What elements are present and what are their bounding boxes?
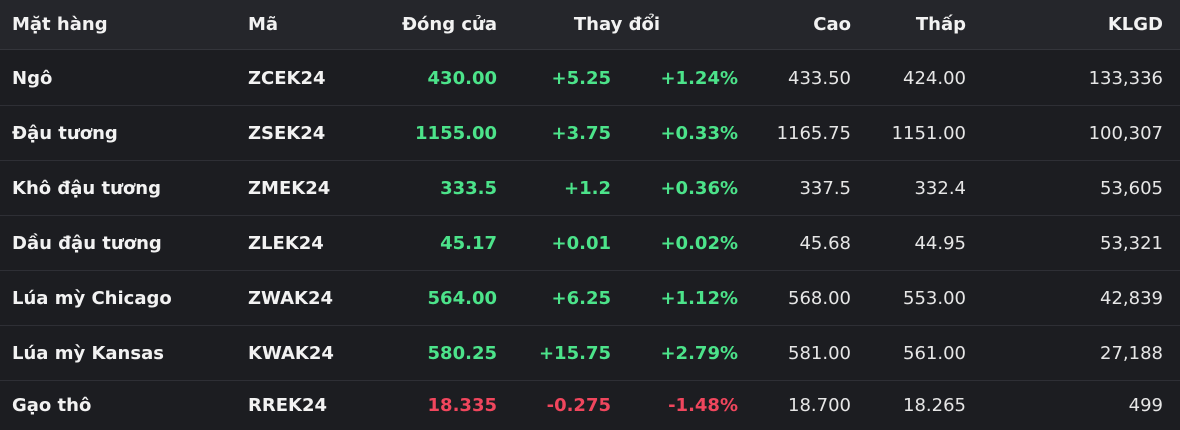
price-change: +5.25 — [551, 67, 612, 89]
high-price: 45.68 — [799, 232, 851, 254]
header-change[interactable]: Thay đổi — [573, 14, 660, 35]
table-row[interactable]: Dầu đậu tương ZLEK24 45.17 +0.01 +0.02% … — [0, 216, 1180, 271]
trade-volume: 42,839 — [1100, 287, 1163, 309]
percent-change: +1.12% — [660, 287, 738, 309]
low-price: 18.265 — [903, 395, 966, 416]
table-row[interactable]: Ngô ZCEK24 430.00 +5.25 +1.24% 433.50 42… — [0, 51, 1180, 106]
close-price: 45.17 — [440, 232, 497, 254]
low-price: 561.00 — [903, 342, 966, 364]
table-row[interactable]: Khô đậu tương ZMEK24 333.5 +1.2 +0.36% 3… — [0, 161, 1180, 216]
price-change: -0.275 — [546, 395, 611, 416]
trade-volume: 53,605 — [1100, 177, 1163, 199]
close-price: 430.00 — [427, 67, 497, 89]
commodity-name: Dầu đậu tương — [12, 232, 162, 254]
header-commodity[interactable]: Mặt hàng — [12, 14, 108, 35]
table-row[interactable]: Lúa mỳ Chicago ZWAK24 564.00 +6.25 +1.12… — [0, 271, 1180, 326]
percent-change: +2.79% — [660, 342, 738, 364]
high-price: 581.00 — [788, 342, 851, 364]
high-price: 337.5 — [799, 177, 851, 199]
low-price: 1151.00 — [891, 122, 966, 144]
header-high[interactable]: Cao — [813, 14, 851, 35]
percent-change: -1.48% — [668, 395, 738, 416]
commodity-name: Ngô — [12, 67, 53, 89]
commodity-code: ZCEK24 — [248, 67, 326, 89]
commodity-code: ZLEK24 — [248, 232, 324, 254]
commodity-name: Lúa mỳ Kansas — [12, 342, 164, 364]
header-volume[interactable]: KLGD — [1107, 14, 1163, 35]
commodity-name: Gạo thô — [12, 395, 92, 416]
price-change: +0.01 — [551, 232, 612, 254]
table-row[interactable]: Đậu tương ZSEK24 1155.00 +3.75 +0.33% 11… — [0, 106, 1180, 161]
close-price: 564.00 — [427, 287, 497, 309]
percent-change: +1.24% — [660, 67, 738, 89]
commodity-name: Lúa mỳ Chicago — [12, 287, 172, 309]
high-price: 433.50 — [788, 67, 851, 89]
percent-change: +0.02% — [660, 232, 738, 254]
trade-volume: 53,321 — [1100, 232, 1163, 254]
commodity-code: ZMEK24 — [248, 177, 331, 199]
trade-volume: 133,336 — [1088, 67, 1163, 89]
percent-change: +0.33% — [660, 122, 738, 144]
commodity-name: Khô đậu tương — [12, 177, 161, 199]
high-price: 18.700 — [788, 395, 851, 416]
price-change: +1.2 — [564, 177, 611, 199]
table-row[interactable]: Gạo thô RREK24 18.335 -0.275 -1.48% 18.7… — [0, 381, 1180, 430]
close-price: 18.335 — [427, 395, 497, 416]
close-price: 333.5 — [440, 177, 497, 199]
percent-change: +0.36% — [660, 177, 738, 199]
high-price: 568.00 — [788, 287, 851, 309]
header-low[interactable]: Thấp — [915, 14, 966, 35]
low-price: 424.00 — [903, 67, 966, 89]
commodity-code: RREK24 — [248, 395, 328, 416]
table-row[interactable]: Lúa mỳ Kansas KWAK24 580.25 +15.75 +2.79… — [0, 326, 1180, 381]
price-change: +15.75 — [538, 342, 611, 364]
high-price: 1165.75 — [776, 122, 851, 144]
header-close[interactable]: Đóng cửa — [401, 14, 497, 35]
commodity-code: KWAK24 — [248, 342, 334, 364]
header-code[interactable]: Mã — [248, 14, 279, 35]
commodity-code: ZSEK24 — [248, 122, 326, 144]
price-change: +6.25 — [551, 287, 612, 309]
close-price: 1155.00 — [415, 122, 497, 144]
price-change: +3.75 — [551, 122, 612, 144]
commodity-name: Đậu tương — [12, 122, 118, 144]
close-price: 580.25 — [427, 342, 497, 364]
commodity-code: ZWAK24 — [248, 287, 334, 309]
low-price: 332.4 — [914, 177, 966, 199]
low-price: 44.95 — [914, 232, 966, 254]
table-header: Mặt hàng Mã Đóng cửa Thay đổi Cao Thấp K… — [0, 0, 1180, 50]
trade-volume: 100,307 — [1088, 122, 1163, 144]
trade-volume: 499 — [1128, 395, 1163, 416]
trade-volume: 27,188 — [1100, 342, 1163, 364]
low-price: 553.00 — [903, 287, 966, 309]
